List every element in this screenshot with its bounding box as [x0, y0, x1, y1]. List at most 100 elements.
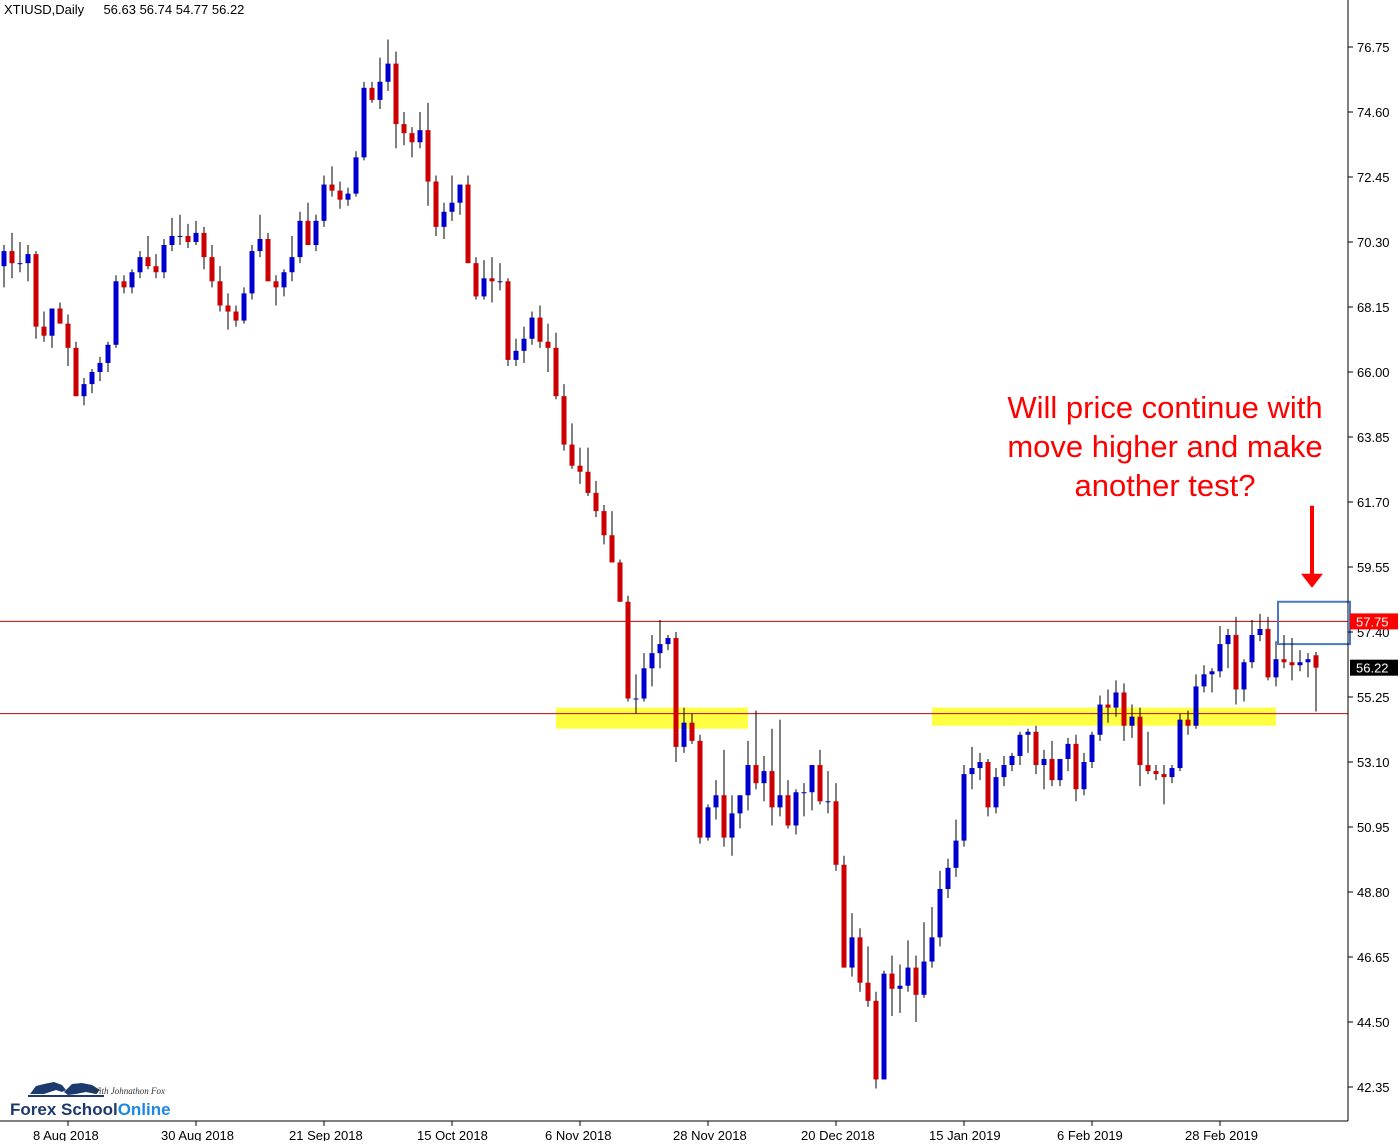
candle-body	[1153, 771, 1159, 775]
candle-body	[769, 771, 775, 808]
candle-body	[1201, 674, 1207, 687]
candle	[585, 447, 591, 496]
candle	[17, 242, 23, 273]
candle	[1249, 619, 1255, 669]
candle-body	[241, 293, 247, 321]
support-zone	[556, 707, 748, 729]
candle-body	[1105, 704, 1111, 708]
candle-body	[1137, 716, 1143, 766]
candle	[65, 314, 71, 366]
candle-body	[729, 813, 735, 838]
candle	[977, 752, 983, 781]
candle-body	[601, 511, 607, 536]
candle	[593, 480, 599, 518]
candle	[1073, 734, 1079, 802]
candle-body	[697, 740, 703, 838]
candle	[457, 184, 463, 215]
candle	[561, 384, 567, 451]
candle	[257, 214, 263, 258]
candle	[1113, 680, 1119, 717]
y-tick-label: 53.10	[1357, 755, 1390, 770]
candle-body	[345, 193, 351, 200]
candle	[1033, 725, 1039, 775]
y-tick-label: 61.70	[1357, 495, 1390, 510]
y-tick-label: 72.45	[1357, 170, 1390, 185]
support-zone	[932, 707, 1276, 726]
x-tick-label: 6 Nov 2018	[545, 1128, 612, 1141]
candle-body	[1161, 774, 1167, 778]
candle-body	[561, 396, 567, 445]
candle	[617, 559, 623, 602]
candle	[953, 819, 959, 877]
candle-body	[57, 308, 63, 324]
candle-body	[225, 305, 231, 312]
annotation-line: move higher and make	[1007, 429, 1323, 464]
candle	[969, 746, 975, 790]
candle	[721, 749, 727, 847]
candle	[145, 235, 151, 270]
candle	[1225, 628, 1231, 669]
candle-body	[433, 181, 439, 227]
candle	[225, 293, 231, 330]
candle-body	[73, 347, 79, 397]
candle-body	[305, 220, 311, 246]
candle-body	[593, 492, 599, 512]
candle	[1049, 740, 1055, 787]
candle	[417, 112, 423, 149]
candle	[377, 57, 383, 109]
candle	[345, 187, 351, 206]
candle-body	[353, 157, 359, 194]
candle	[1001, 755, 1007, 787]
candle-body	[657, 644, 663, 654]
candle	[689, 713, 695, 744]
candle	[825, 771, 831, 814]
candle-body	[1297, 662, 1303, 666]
candle	[665, 635, 671, 651]
candle	[393, 51, 399, 149]
candle	[25, 245, 31, 282]
candle-body	[817, 765, 823, 802]
candle	[81, 378, 87, 406]
candle	[881, 970, 887, 1080]
candle-body	[681, 722, 687, 747]
chart-header: XTIUSD,Daily 56.63 56.74 54.77 56.22	[4, 2, 244, 17]
current-price-label: 56.22	[1356, 661, 1389, 676]
x-tick-label: 21 Sep 2018	[289, 1128, 363, 1141]
candle-body	[1, 251, 7, 267]
candle-body	[961, 774, 967, 841]
candle-body	[65, 323, 71, 348]
candle-body	[417, 130, 423, 143]
candle-body	[1017, 734, 1023, 756]
candle	[1209, 668, 1215, 693]
candle	[1137, 707, 1143, 787]
candle	[897, 964, 903, 1013]
logo-tagline: With Johnathon Fox	[92, 1086, 165, 1096]
candle-body	[857, 937, 863, 983]
candle	[473, 257, 479, 300]
candle-body	[721, 795, 727, 838]
x-tick-label: 20 Dec 2018	[801, 1128, 875, 1141]
candle-body	[81, 384, 87, 397]
candle-body	[161, 245, 167, 273]
candle	[321, 175, 327, 227]
candle	[809, 765, 815, 811]
candle	[313, 214, 319, 252]
candle	[241, 287, 247, 324]
candle-body	[513, 350, 519, 360]
y-tick-label: 70.30	[1357, 235, 1390, 250]
candle-body	[1305, 659, 1311, 663]
candle	[1153, 765, 1159, 781]
bull-bear-logo-icon	[28, 1082, 104, 1097]
y-tick-label: 44.50	[1357, 1015, 1390, 1030]
candle-body	[1081, 762, 1087, 790]
y-tick-label: 63.85	[1357, 430, 1390, 445]
candle-body	[273, 281, 279, 288]
candle	[545, 323, 551, 372]
candle-body	[145, 257, 151, 267]
candle	[353, 151, 359, 197]
candle-body	[537, 317, 543, 342]
candle-body	[673, 638, 679, 747]
candle-body	[945, 867, 951, 889]
candle-body	[825, 801, 831, 803]
candle-body	[777, 795, 783, 808]
